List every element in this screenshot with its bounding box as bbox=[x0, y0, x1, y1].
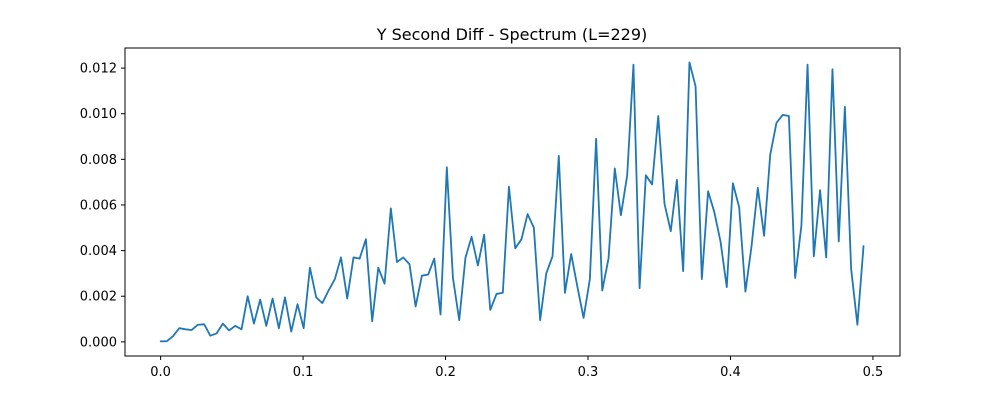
y-tick-label: 0.000 bbox=[80, 335, 117, 350]
y-tick-label: 0.008 bbox=[80, 153, 117, 168]
y-tick-label: 0.010 bbox=[80, 107, 117, 122]
x-tick-label: 0.1 bbox=[293, 365, 314, 380]
chart-title: Y Second Diff - Spectrum (L=229) bbox=[376, 25, 648, 44]
series-line-0 bbox=[159, 61, 865, 343]
x-tick-label: 0.4 bbox=[720, 365, 741, 380]
x-tick-label: 0.5 bbox=[863, 365, 884, 380]
x-axis: 0.0 0.1 0.2 0.3 0.4 0.5 bbox=[150, 356, 883, 380]
y-axis: 0.000 0.002 0.004 0.006 0.008 0.010 0.012 bbox=[80, 62, 125, 350]
y-tick-label: 0.002 bbox=[80, 290, 117, 305]
x-tick-label: 0.0 bbox=[150, 365, 171, 380]
y-tick-label: 0.004 bbox=[80, 244, 117, 259]
x-tick-label: 0.3 bbox=[578, 365, 599, 380]
x-tick-label: 0.2 bbox=[435, 365, 456, 380]
y-tick-label: 0.006 bbox=[80, 198, 117, 213]
y-tick-label: 0.012 bbox=[80, 62, 117, 77]
plot-frame bbox=[124, 47, 901, 357]
